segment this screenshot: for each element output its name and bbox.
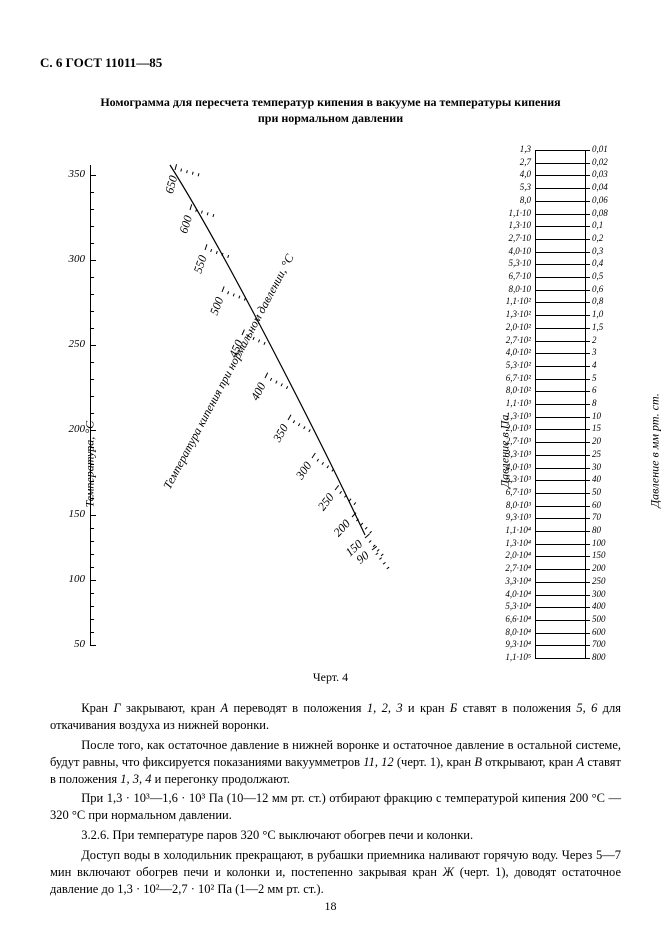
mm-label: 5 [592, 373, 632, 383]
pa-label: 4,0·10⁴ [483, 589, 531, 599]
right-scale: 1,3 0,01 2,7 0,02 4,0 0,03 5,3 0,04 8,0 0,06 1,1·1… [30, 140, 630, 660]
pa-label: 5,3·10 [483, 258, 531, 268]
pa-label: 9,3·10⁴ [483, 639, 531, 649]
mm-label: 30 [592, 462, 632, 472]
pa-label: 2,7 [483, 157, 531, 167]
pa-label: 2,7·10⁴ [483, 563, 531, 573]
page-header: С. 6 ГОСТ 11011—85 [40, 55, 162, 71]
title-line-2: при нормальном давлении [258, 111, 403, 125]
pa-label: 2,7·10 [483, 233, 531, 243]
pa-label: 5,3·10⁴ [483, 601, 531, 611]
pa-label: 1,1·10 [483, 208, 531, 218]
pa-label: 1,3 [483, 144, 531, 154]
pa-label: 8,0·10 [483, 284, 531, 294]
mm-label: 20 [592, 436, 632, 446]
mm-label: 400 [592, 601, 632, 611]
pa-label: 2,0·10⁴ [483, 550, 531, 560]
page-number: 18 [0, 899, 661, 914]
pa-label: 6,7·10³ [483, 487, 531, 497]
pa-label: 5,3 [483, 182, 531, 192]
mm-label: 600 [592, 627, 632, 637]
mm-label: 0,08 [592, 208, 632, 218]
mm-label: 60 [592, 500, 632, 510]
mm-label: 25 [592, 449, 632, 459]
pa-label: 1,1·10² [483, 296, 531, 306]
paragraph: При 1,3 · 10³—1,6 · 10³ Па (10—12 мм рт.… [50, 790, 621, 824]
pa-label: 8,0·10³ [483, 500, 531, 510]
mm-label: 0,06 [592, 195, 632, 205]
figure-caption: Черт. 4 [0, 670, 661, 685]
mm-label: 0,02 [592, 157, 632, 167]
mm-label: 50 [592, 487, 632, 497]
mm-label: 0,2 [592, 233, 632, 243]
mm-label: 0,01 [592, 144, 632, 154]
mm-label: 8 [592, 398, 632, 408]
mm-axis-label: Давление в мм рт. ст. [648, 308, 661, 508]
mm-label: 3 [592, 347, 632, 357]
paragraph: Кран Г закрывают, кран А переводят в пол… [50, 700, 621, 734]
mm-label: 1,5 [592, 322, 632, 332]
pa-label: 1,3·10 [483, 220, 531, 230]
pa-label: 4,0·10 [483, 246, 531, 256]
mm-label: 40 [592, 474, 632, 484]
mm-label: 80 [592, 525, 632, 535]
mm-label: 150 [592, 550, 632, 560]
mm-label: 250 [592, 576, 632, 586]
mm-label: 1,0 [592, 309, 632, 319]
mm-label: 0,8 [592, 296, 632, 306]
mm-label: 0,6 [592, 284, 632, 294]
pa-label: 9,3·10³ [483, 512, 531, 522]
pa-label: 3,3·10⁴ [483, 576, 531, 586]
mm-label: 2 [592, 335, 632, 345]
mm-label: 0,4 [592, 258, 632, 268]
mm-label: 15 [592, 423, 632, 433]
pa-label: 1,3·10⁴ [483, 538, 531, 548]
title-line-1: Номограмма для пересчета температур кипе… [100, 95, 560, 109]
mm-label: 300 [592, 589, 632, 599]
pa-label: 1,1·10⁴ [483, 525, 531, 535]
mm-label: 500 [592, 614, 632, 624]
pa-label: 1,1·10⁵ [483, 652, 531, 662]
pa-label: 4,0 [483, 169, 531, 179]
mm-label: 100 [592, 538, 632, 548]
paragraph: После того, как остаточное давление в ни… [50, 737, 621, 788]
mm-label: 0,5 [592, 271, 632, 281]
nomogram: 35030025020015010050Температура, °С65060… [30, 140, 630, 660]
pa-label: 8,0·10⁴ [483, 627, 531, 637]
mm-label: 200 [592, 563, 632, 573]
mm-label: 70 [592, 512, 632, 522]
pa-label: 8,0 [483, 195, 531, 205]
pa-label: 6,7·10 [483, 271, 531, 281]
mm-label: 0,03 [592, 169, 632, 179]
mm-label: 700 [592, 639, 632, 649]
mm-label: 0,1 [592, 220, 632, 230]
mm-label: 10 [592, 411, 632, 421]
paragraph: Доступ воды в холодильник прекращают, в … [50, 847, 621, 898]
mm-label: 0,3 [592, 246, 632, 256]
pa-label: 1,3·10² [483, 309, 531, 319]
mm-label: 800 [592, 652, 632, 662]
mm-label: 6 [592, 385, 632, 395]
pa-label: 6,6·10⁴ [483, 614, 531, 624]
mm-label: 0,04 [592, 182, 632, 192]
pa-axis-label: Давление в Па [498, 328, 513, 488]
mm-label: 4 [592, 360, 632, 370]
body-text: Кран Г закрывают, кран А переводят в пол… [50, 700, 621, 901]
paragraph: 3.2.6. При температуре паров 320 °С выкл… [50, 827, 621, 844]
figure-title: Номограмма для пересчета температур кипе… [0, 95, 661, 126]
